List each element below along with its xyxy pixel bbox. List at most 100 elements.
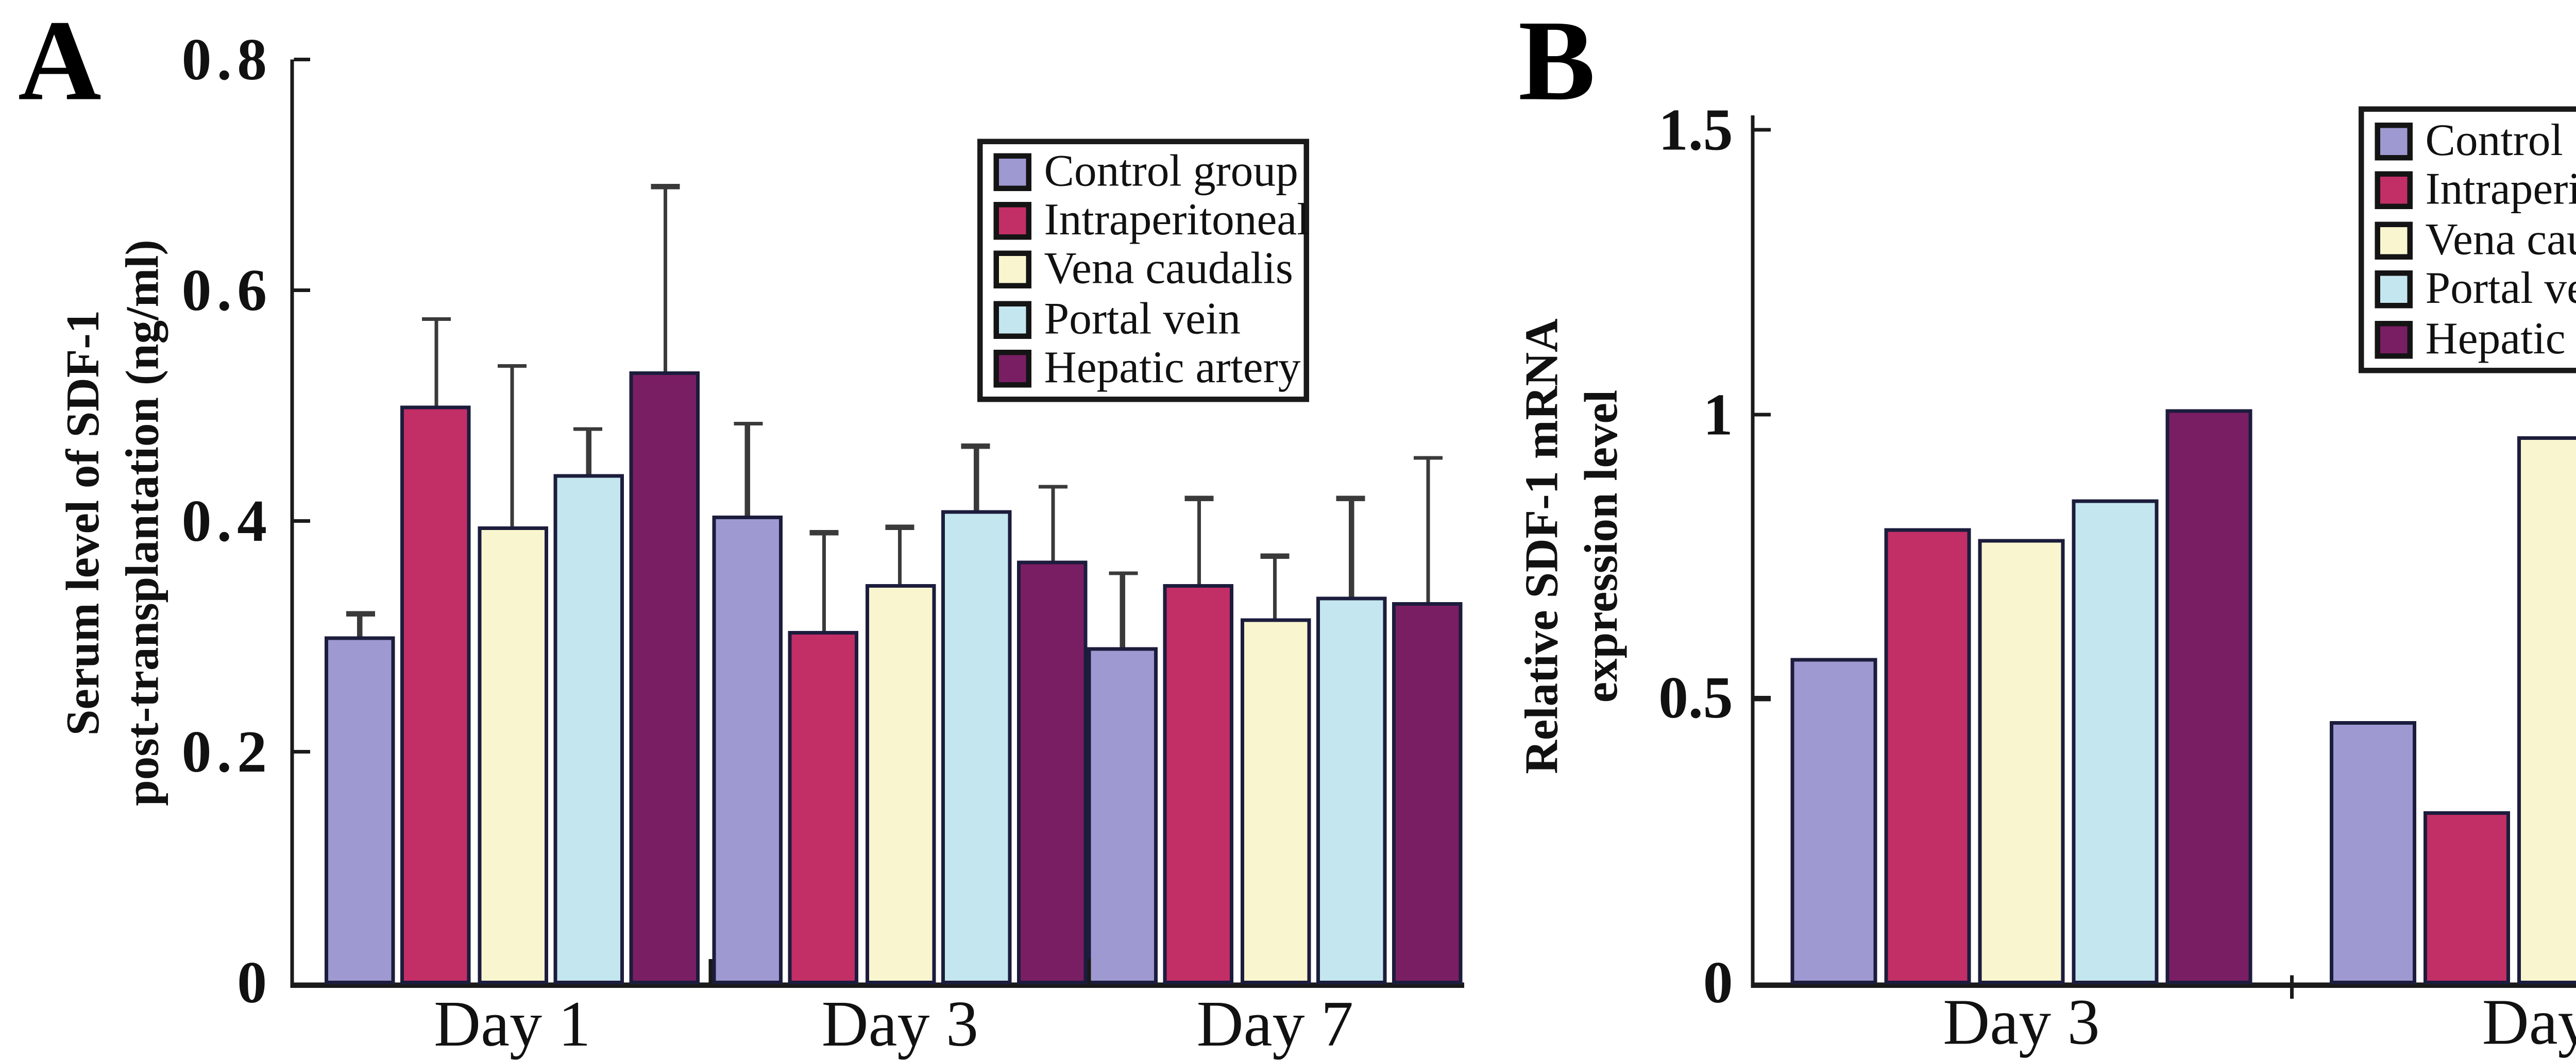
panel-b-x-boundary-tick-0 — [2290, 975, 2294, 999]
vena-caudalis-swatch-icon — [993, 251, 1031, 289]
panel-b-legend-item-vena-caudalis: Vena caudalis — [2375, 215, 2576, 264]
panel-b-y-axis-line — [1750, 115, 1755, 988]
panel-a-y-tick-label-0.6: 0.6 — [181, 260, 273, 324]
bar-day-7-intraperitoneal — [1163, 584, 1234, 984]
panel-a-x-boundary-tick-0 — [708, 959, 713, 988]
error-bar-cap-day-3-portal-vein — [961, 444, 991, 449]
vena-caudalis-swatch-icon — [2375, 220, 2413, 259]
bar-day-1-vena-caudalis — [477, 526, 548, 984]
panel-a-y-tick-label-0: 0 — [237, 952, 273, 1017]
portal-vein-swatch-icon — [993, 300, 1031, 338]
error-bar-cap-day-3-vena-caudalis — [885, 525, 914, 529]
bar-day-3-intraperitoneal — [1884, 527, 1971, 984]
panel-b-legend-label-intraperitoneal: Intraperitoneal — [2425, 166, 2576, 215]
error-bar-cap-day-7-vena-caudalis — [1260, 554, 1290, 558]
panel-b-legend-item-intraperitoneal: Intraperitoneal — [2375, 166, 2576, 215]
bar-day-7-vena-caudalis — [1240, 619, 1311, 984]
panel-a-legend-label-portal-vein: Portal vein — [1044, 295, 1241, 344]
panel-a-y-tick-0.8 — [294, 57, 310, 62]
panel-b-y-tick-1.5 — [1754, 127, 1771, 132]
panel-b-category-label-day-3: Day 3 — [1943, 986, 2100, 1058]
panel-b-letter: B — [1518, 0, 1596, 125]
panel-a-legend: Control group Intraperitoneal Vena caudali… — [977, 139, 1310, 402]
panel-b-y-tick-label-0: 0 — [1703, 952, 1733, 1017]
panel-b-x-axis-line — [1750, 982, 2576, 988]
panel-b-legend-label-vena-caudalis: Vena caudalis — [2425, 215, 2576, 264]
error-bar-day-3-control-group — [745, 423, 750, 516]
intraperitoneal-swatch-icon — [2375, 171, 2413, 209]
bar-day-7-hepatic-artery — [1392, 602, 1463, 984]
error-bar-cap-day-1-hepatic-artery — [650, 184, 680, 189]
bar-day-1-control-group — [325, 636, 395, 984]
panel-a-x-axis-line — [290, 982, 1464, 988]
bar-day-3-portal-vein — [941, 509, 1012, 984]
bar-day-1-hepatic-artery — [630, 371, 700, 984]
error-bar-cap-day-3-hepatic-artery — [1038, 484, 1067, 489]
hepatic-artery-swatch-icon — [2375, 320, 2413, 358]
panel-a-legend-item-intraperitoneal: Intraperitoneal — [993, 197, 1310, 246]
error-bar-day-1-intraperitoneal — [434, 319, 438, 406]
error-bar-day-3-hepatic-artery — [1050, 486, 1055, 561]
panel-b-legend-label-control-group: Control group — [2425, 116, 2576, 165]
bar-day-3-hepatic-artery — [2165, 408, 2252, 984]
bar-day-7-vena-caudalis — [2517, 437, 2576, 984]
panel-a-category-label-day-7: Day 7 — [1196, 988, 1354, 1060]
panel-a-legend-label-intraperitoneal: Intraperitoneal — [1044, 197, 1310, 246]
intraperitoneal-swatch-icon — [993, 202, 1031, 241]
control-group-swatch-icon — [2375, 122, 2413, 160]
error-bar-cap-day-7-portal-vein — [1336, 496, 1366, 501]
panel-a-legend-item-hepatic-artery: Hepatic artery — [993, 344, 1300, 393]
panel-a-category-label-day-1: Day 1 — [434, 988, 591, 1060]
error-bar-cap-day-1-vena-caudalis — [498, 363, 527, 368]
error-bar-cap-day-7-intraperitoneal — [1184, 496, 1213, 501]
error-bar-day-7-vena-caudalis — [1273, 555, 1277, 619]
control-group-swatch-icon — [993, 153, 1031, 192]
panel-a-letter: A — [18, 0, 101, 125]
bar-day-3-control-group — [1790, 658, 1877, 984]
panel-b-legend-item-control-group: Control group — [2375, 116, 2576, 165]
panel-b-y-tick-0.5 — [1754, 696, 1771, 700]
bar-day-7-control-group — [2330, 721, 2416, 984]
panel-a-y-tick-label-0.8: 0.8 — [181, 29, 273, 94]
bar-day-7-control-group — [1087, 647, 1158, 984]
error-bar-day-1-vena-caudalis — [510, 365, 515, 527]
error-bar-day-7-portal-vein — [1349, 498, 1354, 596]
panel-b-legend-item-portal-vein: Portal vein — [2375, 265, 2576, 314]
portal-vein-swatch-icon — [2375, 270, 2413, 309]
error-bar-day-3-intraperitoneal — [821, 532, 826, 631]
panel-b-y-tick-1 — [1754, 412, 1771, 417]
panel-a-legend-label-hepatic-artery: Hepatic artery — [1044, 344, 1301, 393]
panel-b-y-tick-label-1.5: 1.5 — [1658, 99, 1733, 164]
bar-day-3-vena-caudalis — [1978, 539, 2065, 984]
bar-day-1-intraperitoneal — [401, 405, 471, 984]
panel-b-legend-item-hepatic-artery: Hepatic artery — [2375, 315, 2576, 364]
panel-b-legend-label-portal-vein: Portal vein — [2425, 265, 2576, 314]
error-bar-day-7-control-group — [1120, 573, 1125, 648]
error-bar-day-3-portal-vein — [974, 446, 979, 510]
bar-day-7-portal-vein — [1316, 596, 1387, 984]
error-bar-day-7-intraperitoneal — [1196, 498, 1201, 585]
panel-a-legend-label-control-group: Control group — [1044, 148, 1298, 197]
error-bar-day-1-control-group — [358, 613, 362, 637]
panel-b-category-label-day-7: Day 7 — [2482, 986, 2576, 1058]
panel-b-y-tick-label-0.5: 0.5 — [1658, 668, 1733, 733]
error-bar-day-1-portal-vein — [586, 429, 591, 475]
error-bar-cap-day-3-control-group — [733, 421, 762, 425]
bar-day-7-intraperitoneal — [2424, 812, 2510, 984]
error-bar-cap-day-1-control-group — [345, 611, 375, 616]
panel-a-y-tick-0.6 — [294, 288, 310, 293]
panel-a-y-tick-0.4 — [294, 519, 310, 523]
bar-day-3-vena-caudalis — [865, 584, 936, 984]
panel-a-y-axis-line — [290, 59, 294, 988]
panel-a-y-tick-0.2 — [294, 749, 310, 754]
error-bar-cap-day-1-intraperitoneal — [421, 317, 451, 322]
error-bar-cap-day-3-intraperitoneal — [809, 531, 838, 535]
error-bar-day-1-hepatic-artery — [663, 186, 667, 371]
bar-day-1-portal-vein — [553, 474, 624, 984]
error-bar-cap-day-7-control-group — [1108, 571, 1137, 576]
error-bar-day-3-vena-caudalis — [897, 526, 902, 585]
error-bar-cap-day-7-hepatic-artery — [1413, 455, 1442, 460]
